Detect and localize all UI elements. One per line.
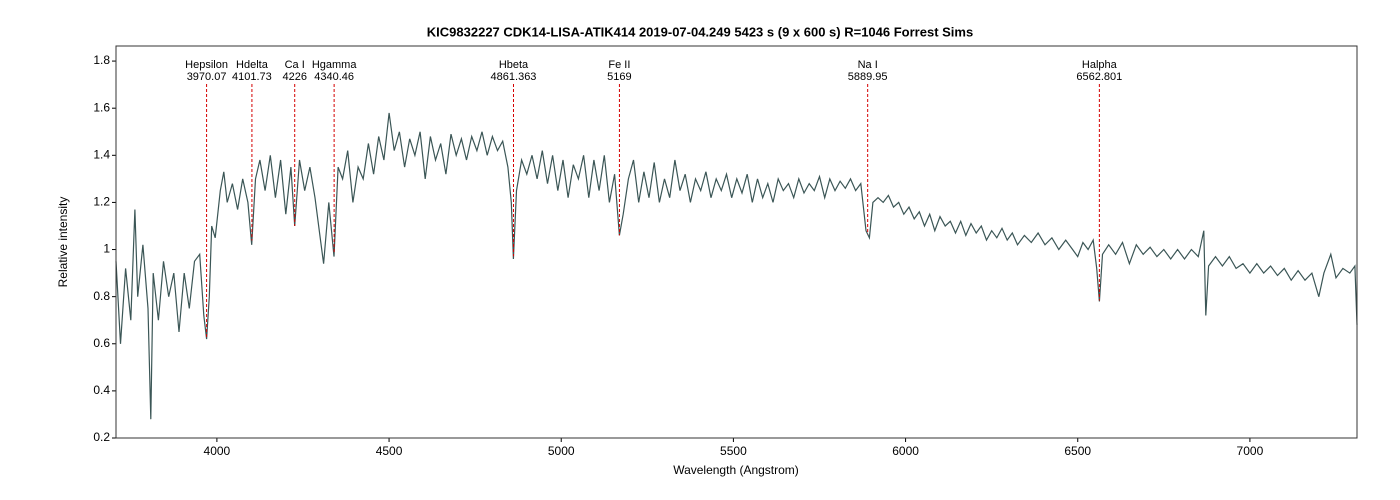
spectrum-line [115,112,1358,420]
line-wavelength: 4340.46 [314,71,354,83]
x-tick-label: 5500 [720,444,747,458]
x-tick-label: 7000 [1237,444,1264,458]
line-name: Hgamma [312,59,358,71]
y-tick-label: 0.8 [93,289,110,303]
y-tick-label: 1.2 [93,195,110,209]
line-name: Hdelta [236,59,269,71]
y-tick-label: 0.2 [93,430,110,444]
line-wavelength: 4226 [282,71,306,83]
y-tick-label: 0.4 [93,383,110,397]
y-tick-label: 1.8 [93,53,110,67]
line-wavelength: 5169 [607,71,631,83]
y-tick-label: 1.4 [93,147,110,161]
line-name: Hepsilon [185,59,228,71]
y-tick-label: 1 [103,242,110,256]
line-name: Hbeta [499,59,529,71]
line-name: Fe II [608,59,630,71]
x-tick-label: 5000 [548,444,575,458]
x-tick-label: 6500 [1064,444,1091,458]
plot-frame [115,45,1358,439]
x-axis-label: Wavelength (Angstrom) [673,463,799,477]
line-wavelength: 6562.801 [1076,71,1122,83]
y-tick-label: 1.6 [93,100,110,114]
x-tick-label: 6000 [892,444,919,458]
line-wavelength: 4101.73 [232,71,272,83]
line-wavelength: 4861.363 [491,71,537,83]
line-wavelength: 3970.07 [187,71,227,83]
y-axis-label: Relative intensity [56,197,70,288]
y-tick-label: 0.6 [93,336,110,350]
chart-title: KIC9832227 CDK14-LISA-ATIK414 2019-07-04… [427,24,973,39]
line-name: Ca I [285,59,305,71]
x-tick-label: 4000 [204,444,231,458]
x-tick-label: 4500 [376,444,403,458]
line-name: Na I [858,59,878,71]
line-name: Halpha [1082,59,1118,71]
line-wavelength: 5889.95 [848,71,888,83]
